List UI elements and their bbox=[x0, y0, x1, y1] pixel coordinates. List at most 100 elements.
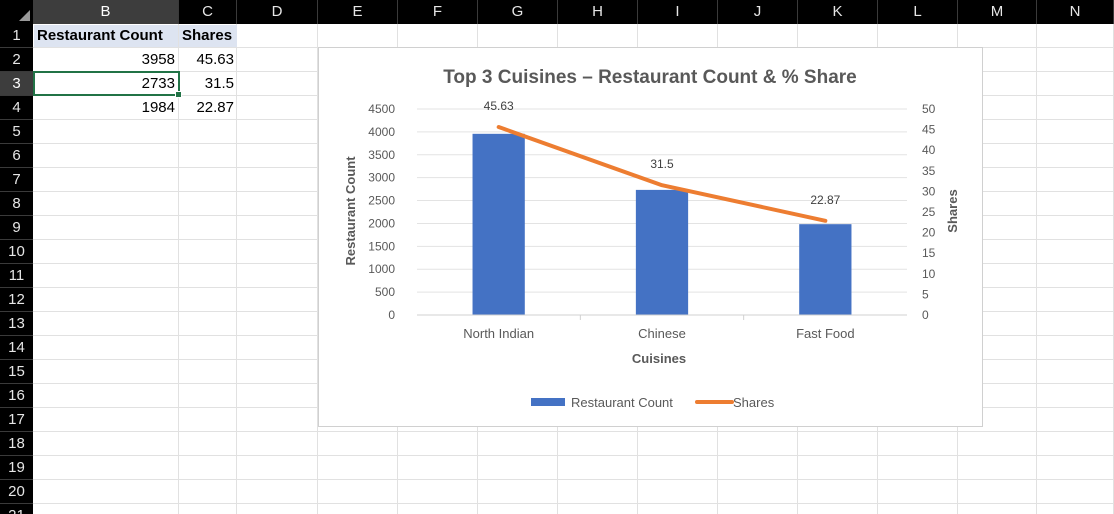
cell-b1[interactable]: Restaurant Count bbox=[34, 25, 178, 47]
row-header-2[interactable]: 2 bbox=[0, 48, 33, 72]
bar-north-indian bbox=[472, 133, 525, 315]
column-header-n[interactable]: N bbox=[1037, 0, 1114, 24]
row-header-10[interactable]: 10 bbox=[0, 240, 33, 264]
row-header-5[interactable]: 5 bbox=[0, 120, 33, 144]
bar-chinese bbox=[635, 189, 689, 315]
column-header-h[interactable]: H bbox=[558, 0, 638, 24]
gridline-horizontal bbox=[33, 479, 1114, 480]
y-tick-label: 4500 bbox=[368, 102, 395, 116]
row-header-8[interactable]: 8 bbox=[0, 192, 33, 216]
select-all-triangle-icon bbox=[19, 10, 30, 21]
y-tick-label: 0 bbox=[388, 308, 395, 322]
gridline-horizontal bbox=[33, 431, 1114, 432]
gridline-vertical bbox=[317, 24, 318, 514]
row-header-7[interactable]: 7 bbox=[0, 168, 33, 192]
row-header-20[interactable]: 20 bbox=[0, 480, 33, 504]
chart-legend: Restaurant Count Shares bbox=[531, 395, 775, 410]
gridline-vertical bbox=[236, 24, 237, 514]
y-axis-ticks: 0 500 1000 1500 2000 2500 3000 3500 4000 4500 bbox=[368, 102, 395, 322]
select-all-corner[interactable] bbox=[0, 0, 33, 24]
row-header-14[interactable]: 14 bbox=[0, 336, 33, 360]
cell-c2[interactable]: 45.63 bbox=[196, 51, 234, 68]
fill-handle[interactable] bbox=[175, 91, 182, 98]
row-header-12[interactable]: 12 bbox=[0, 288, 33, 312]
row-header-6[interactable]: 6 bbox=[0, 144, 33, 168]
y-tick-label: 3500 bbox=[368, 148, 395, 162]
cell-c1[interactable]: Shares bbox=[179, 25, 237, 47]
row-header-21[interactable]: 21 bbox=[0, 504, 33, 514]
column-header-m[interactable]: M bbox=[958, 0, 1037, 24]
column-header-i[interactable]: I bbox=[638, 0, 718, 24]
cell-b4[interactable]: 1984 bbox=[141, 99, 175, 116]
y-axis-label: Restaurant Count bbox=[343, 156, 358, 266]
gridline-vertical bbox=[178, 24, 179, 514]
y-tick-label: 2000 bbox=[368, 216, 395, 230]
y2-axis-ticks: 0 5 10 15 20 25 30 35 40 45 50 bbox=[922, 102, 936, 322]
y2-tick-label: 10 bbox=[922, 267, 936, 281]
y2-tick-label: 15 bbox=[922, 246, 936, 260]
y-tick-label: 1500 bbox=[368, 239, 395, 253]
y2-tick-label: 5 bbox=[922, 287, 929, 301]
chart-svg: Top 3 Cuisines – Restaurant Count & % Sh… bbox=[343, 67, 960, 410]
combo-chart[interactable]: Top 3 Cuisines – Restaurant Count & % Sh… bbox=[318, 47, 983, 427]
row-header-13[interactable]: 13 bbox=[0, 312, 33, 336]
column-header-g[interactable]: G bbox=[478, 0, 558, 24]
gridline-horizontal bbox=[33, 455, 1114, 456]
row-header-3[interactable]: 3 bbox=[0, 72, 33, 96]
y2-axis-label: Shares bbox=[945, 189, 960, 232]
cell-b3[interactable]: 2733 bbox=[141, 75, 175, 92]
row-header-16[interactable]: 16 bbox=[0, 384, 33, 408]
legend-label-shares: Shares bbox=[733, 395, 775, 410]
bar-series bbox=[472, 133, 852, 315]
y2-tick-label: 35 bbox=[922, 164, 936, 178]
legend-label-restaurant-count: Restaurant Count bbox=[571, 395, 673, 410]
data-label-shares: 22.87 bbox=[810, 193, 840, 207]
x-tick-label: Chinese bbox=[638, 326, 686, 341]
y2-tick-label: 45 bbox=[922, 123, 936, 137]
y2-tick-label: 20 bbox=[922, 226, 936, 240]
cell-c3[interactable]: 31.5 bbox=[204, 75, 234, 92]
row-header-1[interactable]: 1 bbox=[0, 24, 33, 48]
active-cell-outline bbox=[33, 71, 180, 96]
column-header-k[interactable]: K bbox=[798, 0, 878, 24]
y2-tick-label: 25 bbox=[922, 205, 936, 219]
data-label-shares: 45.63 bbox=[484, 99, 514, 113]
bar-fast-food bbox=[799, 224, 852, 315]
y2-tick-label: 30 bbox=[922, 184, 936, 198]
x-axis-ticks: North Indian Chinese Fast Food bbox=[463, 315, 855, 341]
y-tick-label: 2500 bbox=[368, 194, 395, 208]
x-axis-label: Cuisines bbox=[632, 351, 686, 366]
row-header-4[interactable]: 4 bbox=[0, 96, 33, 120]
y2-tick-label: 50 bbox=[922, 102, 936, 116]
gridline-horizontal bbox=[33, 503, 1114, 504]
data-label-shares: 31.5 bbox=[650, 157, 674, 171]
cell-b2[interactable]: 3958 bbox=[141, 51, 175, 68]
y2-tick-label: 0 bbox=[922, 308, 929, 322]
chart-title: Top 3 Cuisines – Restaurant Count & % Sh… bbox=[443, 67, 857, 88]
row-header-9[interactable]: 9 bbox=[0, 216, 33, 240]
column-header-b[interactable]: B bbox=[33, 0, 179, 24]
y-tick-label: 3000 bbox=[368, 171, 395, 185]
row-header-19[interactable]: 19 bbox=[0, 456, 33, 480]
column-header-c[interactable]: C bbox=[179, 0, 237, 24]
line-series: 45.63 31.5 22.87 bbox=[484, 99, 841, 223]
row-header-18[interactable]: 18 bbox=[0, 432, 33, 456]
x-tick-label: Fast Food bbox=[796, 326, 855, 341]
shares-line bbox=[496, 125, 828, 223]
x-tick-label: North Indian bbox=[463, 326, 534, 341]
y2-tick-label: 40 bbox=[922, 143, 936, 157]
column-header-d[interactable]: D bbox=[237, 0, 318, 24]
column-header-f[interactable]: F bbox=[398, 0, 478, 24]
cell-c4[interactable]: 22.87 bbox=[196, 99, 234, 116]
y-tick-label: 500 bbox=[375, 285, 395, 299]
row-header-17[interactable]: 17 bbox=[0, 408, 33, 432]
row-header-11[interactable]: 11 bbox=[0, 264, 33, 288]
gridline-vertical bbox=[1036, 24, 1037, 514]
column-header-j[interactable]: J bbox=[718, 0, 798, 24]
legend-swatch-restaurant-count bbox=[531, 398, 565, 406]
row-header-15[interactable]: 15 bbox=[0, 360, 33, 384]
column-header-l[interactable]: L bbox=[878, 0, 958, 24]
y-tick-label: 1000 bbox=[368, 262, 395, 276]
column-header-e[interactable]: E bbox=[318, 0, 398, 24]
